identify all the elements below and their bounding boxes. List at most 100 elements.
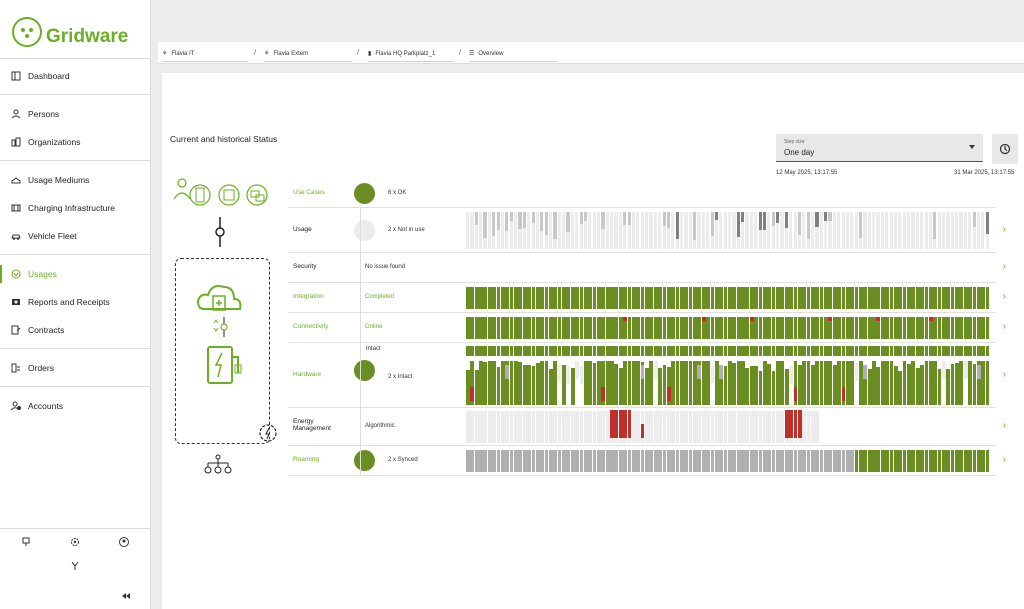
sidebar-item-label: Vehicle Fleet xyxy=(28,231,77,241)
status-bar xyxy=(601,450,606,472)
status-bar xyxy=(981,212,985,249)
status-bar xyxy=(771,212,775,226)
status-bar xyxy=(627,287,632,309)
sidebar-item-accounts[interactable]: Accounts xyxy=(0,393,151,419)
status-row-connectivity[interactable]: Connectivity Online › xyxy=(288,313,1006,343)
status-bar xyxy=(789,346,793,356)
sidebar-item-reports[interactable]: Reports and Receipts xyxy=(0,289,151,315)
sidebar-item-dashboard[interactable]: Dashboard xyxy=(0,63,151,89)
status-bar xyxy=(540,287,545,309)
status-bar xyxy=(474,212,478,249)
status-bar xyxy=(802,361,807,405)
status-bar xyxy=(500,287,505,309)
map-pin-icon[interactable] xyxy=(20,536,32,548)
status-bar xyxy=(675,212,679,240)
status-bar xyxy=(548,287,553,309)
sidebar-item-vehicle-fleet[interactable]: Vehicle Fleet xyxy=(0,223,151,249)
status-bar xyxy=(623,317,627,321)
status-bar xyxy=(771,287,776,309)
status-bar xyxy=(509,317,514,339)
status-bar xyxy=(627,410,632,438)
status-bar xyxy=(557,212,561,249)
status-bar xyxy=(693,450,697,472)
chevron-right-icon[interactable]: › xyxy=(1002,291,1006,302)
status-bar xyxy=(544,212,548,236)
breadcrumb-item-station[interactable]: ▮ Flavia HQ Parkplatz_1 xyxy=(368,46,454,62)
status-bar xyxy=(767,346,772,356)
status-bar xyxy=(850,346,855,356)
chevron-right-icon[interactable]: › xyxy=(1002,454,1006,465)
status-bar xyxy=(841,361,846,405)
status-bar xyxy=(509,287,514,309)
history-button[interactable] xyxy=(992,134,1018,164)
row-status: 2 x Synced xyxy=(388,457,418,463)
sidebar-item-usages[interactable]: Usages xyxy=(0,261,151,287)
status-bar xyxy=(693,411,697,443)
chevron-right-icon[interactable]: › xyxy=(1002,321,1006,332)
user-circle-icon[interactable] xyxy=(118,536,130,548)
chevron-right-icon[interactable]: › xyxy=(1002,420,1006,431)
status-bar xyxy=(597,411,601,443)
status-bar xyxy=(627,450,632,472)
status-bar xyxy=(505,212,509,232)
status-bar xyxy=(802,317,807,339)
status-bar xyxy=(749,346,754,356)
status-bar xyxy=(592,317,597,339)
status-bar xyxy=(981,361,986,405)
status-bar xyxy=(863,450,868,472)
status-bar xyxy=(588,346,593,356)
status-bar xyxy=(483,212,487,238)
status-bar xyxy=(474,450,479,472)
status-row-integration[interactable]: Integration Completed › xyxy=(288,283,1006,313)
status-bar xyxy=(514,346,518,356)
chevron-right-icon[interactable]: › xyxy=(1002,261,1006,272)
status-bar xyxy=(723,287,728,309)
gear-icon[interactable] xyxy=(69,536,81,548)
sidebar-item-contracts[interactable]: Contracts xyxy=(0,317,151,343)
status-bar xyxy=(741,346,745,356)
status-row-use-cases[interactable]: Use Cases 6 x OK xyxy=(288,180,996,208)
status-bar xyxy=(941,450,946,472)
status-bar xyxy=(758,370,763,405)
sidebar-item-charging-infrastructure[interactable]: Charging Infrastructure xyxy=(0,195,151,221)
status-bar xyxy=(575,450,579,472)
status-bar xyxy=(610,212,614,249)
chevron-right-icon[interactable]: › xyxy=(1002,223,1006,235)
double-chevron-left-icon[interactable] xyxy=(120,590,132,602)
status-row-hardware[interactable]: Hardware 2 x Intact Intact › xyxy=(288,343,1006,408)
status-bar xyxy=(527,212,531,249)
status-bar xyxy=(553,212,557,239)
status-bar xyxy=(666,346,671,356)
status-bar xyxy=(627,212,631,226)
status-bar xyxy=(684,411,689,443)
step-size-select[interactable]: Step size One day xyxy=(776,134,983,162)
status-row-energy-management[interactable]: Energy Management Algorithmic › xyxy=(288,408,1006,446)
status-bar xyxy=(601,411,606,443)
status-bar xyxy=(898,370,903,405)
status-bar xyxy=(492,411,496,443)
status-bar xyxy=(675,346,680,356)
breadcrumb-item-overview[interactable]: ☰ Overview xyxy=(469,46,557,62)
status-bar xyxy=(531,212,535,249)
sidebar-item-persons[interactable]: Persons xyxy=(0,101,151,127)
status-bar xyxy=(911,317,916,339)
status-bar xyxy=(959,346,964,356)
status-bar xyxy=(819,317,824,339)
gridware-logo[interactable]: Gridware xyxy=(10,12,130,48)
status-row-security[interactable]: Security No issue found › xyxy=(288,253,1006,283)
car-icon xyxy=(11,231,21,241)
status-bar xyxy=(544,411,549,443)
sidebar-item-organizations[interactable]: Organizations xyxy=(0,129,151,155)
branch-icon[interactable] xyxy=(69,560,81,572)
sidebar-item-orders[interactable]: Orders xyxy=(0,355,151,381)
status-bar xyxy=(492,361,496,405)
breadcrumb-item-flavia-extern[interactable]: ⚘ Flavia Extern xyxy=(264,46,352,62)
status-bar xyxy=(522,317,527,339)
chevron-right-icon[interactable]: › xyxy=(1002,368,1006,380)
status-row-roaming[interactable]: Roaming 2 x Synced › xyxy=(288,446,1006,476)
status-row-usage[interactable]: Usage 2 x Not in use › xyxy=(288,208,1006,253)
status-bar xyxy=(474,369,479,405)
breadcrumb-item-flavia-it[interactable]: ⚘ Flavia IT xyxy=(162,46,248,62)
status-bar xyxy=(540,450,545,472)
sidebar-item-usage-mediums[interactable]: Usage Mediums xyxy=(0,167,151,193)
